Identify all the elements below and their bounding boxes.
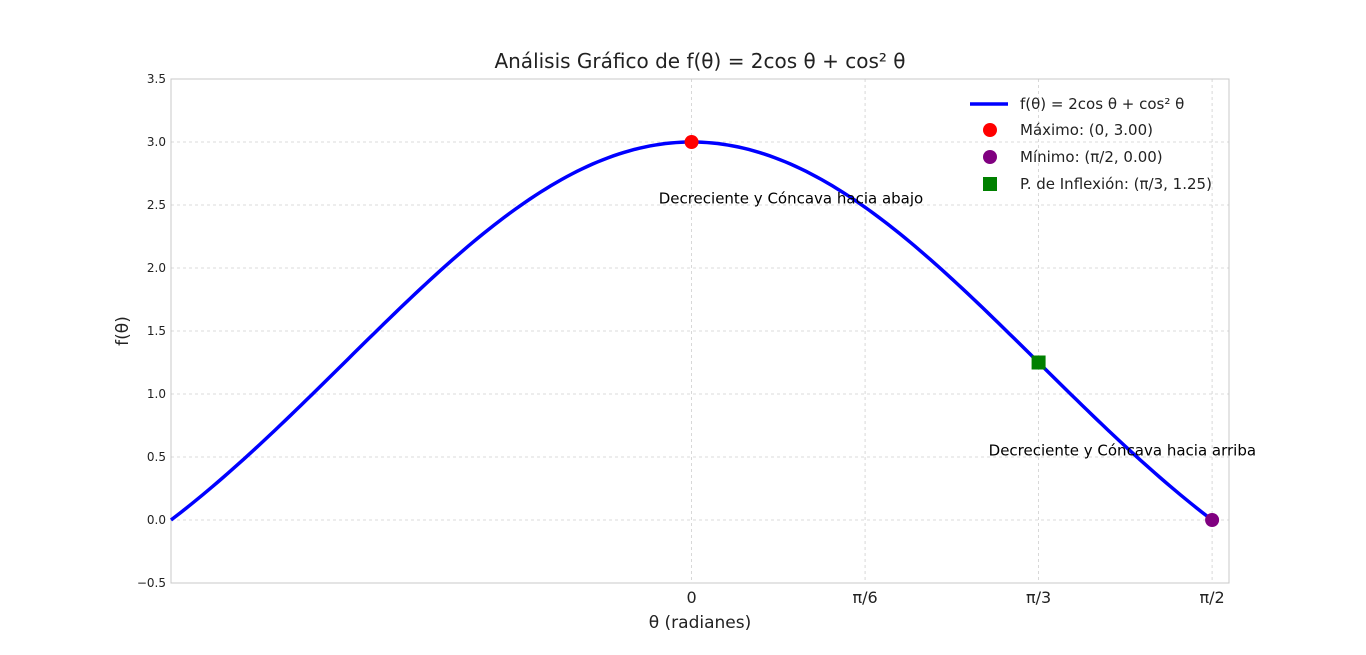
y-axis-label: f(θ)	[113, 316, 133, 346]
annotation-text: Decreciente y Cóncava hacia arriba	[989, 442, 1256, 460]
annotations-layer: Decreciente y Cóncava hacia abajo Decreci…	[659, 190, 1256, 460]
extremum-point-marker	[1205, 513, 1220, 527]
extremum-point-marker	[684, 135, 699, 149]
y-tick-label: 2.0	[147, 261, 166, 275]
x-tick-label: π/2	[1199, 588, 1224, 607]
y-tick-label: 0.5	[147, 450, 166, 464]
x-axis-label: θ (radianes)	[649, 613, 752, 633]
y-tick-label: 3.0	[147, 135, 166, 149]
legend-label: Mínimo: (π/2, 0.00)	[1020, 148, 1163, 166]
legend-circle-swatch	[983, 150, 997, 164]
legend-label: f(θ) = 2cos θ + cos² θ	[1020, 95, 1184, 113]
y-tick-label: 1.0	[147, 387, 166, 401]
annotation-text: Decreciente y Cóncava hacia abajo	[659, 190, 924, 208]
legend-label: P. de Inflexión: (π/3, 1.25)	[1020, 175, 1212, 193]
y-tick-label: 0.0	[147, 513, 166, 527]
x-tick-label: π/3	[1026, 588, 1051, 607]
y-tick-label: −0.5	[137, 576, 166, 590]
legend-label: Máximo: (0, 3.00)	[1020, 121, 1153, 139]
x-tick-label: 0	[686, 588, 696, 607]
y-tick-label: 2.5	[147, 198, 166, 212]
legend-square-swatch	[983, 177, 997, 191]
x-tick-label: π/6	[852, 588, 877, 607]
y-tick-label: 1.5	[147, 324, 166, 338]
y-axis-ticks: −0.5 0.0 0.5 1.0 1.5 2.0 2.5 3.0 3.5	[137, 72, 166, 590]
legend: f(θ) = 2cos θ + cos² θ Máximo: (0, 3.00) M…	[970, 95, 1212, 193]
y-tick-label: 3.5	[147, 72, 166, 86]
inflection-point-marker	[1031, 355, 1046, 370]
x-axis-ticks: 0 π/6 π/3 π/2	[686, 588, 1224, 607]
legend-circle-swatch	[983, 123, 997, 137]
plot-frame	[170, 78, 1230, 584]
chart-title: Análisis Gráfico de f(θ) = 2cos θ + cos²…	[494, 49, 905, 73]
points-layer	[684, 135, 1220, 527]
